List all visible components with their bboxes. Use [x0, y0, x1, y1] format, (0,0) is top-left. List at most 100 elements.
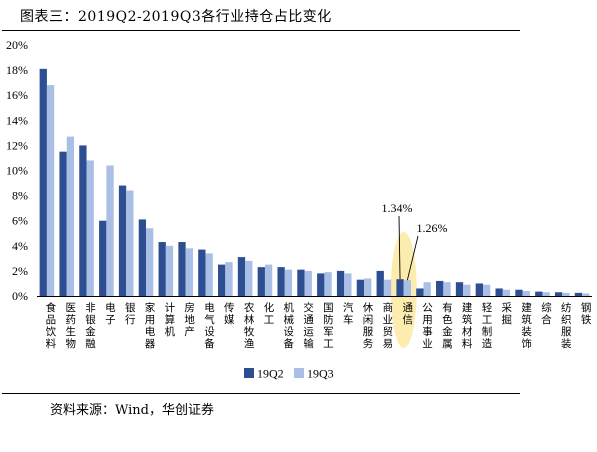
bar-19Q2-13 [297, 269, 305, 296]
bar-19Q2-0 [39, 68, 47, 296]
bar-19Q2-3 [99, 220, 107, 296]
x-tick-label: 房地产 [184, 301, 195, 338]
x-tick-label: 钢铁 [581, 301, 592, 326]
x-tick-label: 建筑装饰 [521, 301, 532, 350]
x-tick-label: 交通运输 [303, 301, 314, 350]
bar-19Q2-15 [336, 270, 345, 296]
x-axis-labels: 食品饮料医药生物非银金融电子银行家用电器计算机房地产电气设备传媒农林牧渔化工机械… [46, 301, 592, 350]
bar-19Q2-22 [475, 283, 483, 296]
y-tick-label: 16% [6, 88, 28, 102]
bar-19Q3-18 [403, 280, 411, 296]
source-rule [2, 393, 520, 394]
bar-19Q3-5 [146, 228, 154, 296]
annotation-label: 1.26% [417, 221, 448, 235]
bar-19Q3-9 [225, 262, 233, 296]
bar-19Q2-5 [138, 219, 147, 296]
bar-19Q3-6 [165, 245, 174, 296]
x-tick-label: 通信 [402, 302, 413, 326]
bar-19Q2-18 [396, 279, 404, 296]
bar-19Q3-26 [562, 292, 570, 296]
y-tick-label: 14% [6, 113, 28, 127]
x-tick-label: 机械设备 [284, 301, 295, 350]
bar-19Q2-4 [118, 185, 127, 296]
annotations: 1.34% 1.26% [382, 201, 448, 281]
bar-19Q3-10 [245, 260, 253, 296]
bar-19Q3-15 [344, 273, 352, 296]
annotation-label: 1.34% [382, 201, 413, 215]
bar-19Q2-14 [317, 273, 325, 296]
bar-19Q2-12 [277, 267, 285, 296]
bar-19Q3-22 [482, 284, 491, 296]
x-tick-label: 家用电器 [145, 301, 156, 350]
y-tick-label: 4% [12, 239, 28, 253]
bar-19Q3-16 [364, 278, 372, 296]
x-tick-label: 医药生物 [65, 302, 76, 350]
bar-19Q3-13 [304, 270, 312, 296]
bar-19Q2-8 [198, 249, 206, 296]
source-note: 资料来源：Wind，华创证券 [50, 403, 214, 418]
x-tick-label: 综合 [541, 301, 552, 326]
bar-19Q2-25 [535, 291, 543, 296]
annotation-leader [406, 235, 419, 281]
y-tick-label: 6% [12, 214, 28, 228]
bar-19Q2-20 [436, 280, 444, 296]
bar-19Q3-8 [205, 253, 213, 296]
x-tick-label: 公用事业 [422, 302, 433, 350]
bar-19Q2-19 [416, 288, 424, 296]
bar-19Q2-10 [237, 257, 246, 296]
bar-19Q2-6 [158, 242, 166, 296]
y-tick-label: 0% [12, 289, 28, 303]
y-tick-label: 18% [6, 63, 28, 77]
y-tick-label: 8% [12, 189, 28, 203]
bar-19Q3-17 [383, 279, 392, 296]
bar-19Q3-14 [324, 272, 332, 296]
bar-19Q3-21 [463, 284, 471, 296]
bar-19Q3-4 [126, 190, 134, 296]
bar-19Q2-21 [455, 282, 464, 296]
bar-19Q2-24 [515, 289, 523, 296]
bar-19Q3-0 [46, 85, 55, 296]
x-tick-label: 有色金属 [442, 301, 453, 350]
x-tick-label: 建筑材料 [462, 301, 473, 350]
bar-19Q3-23 [502, 289, 511, 296]
bar-19Q3-1 [66, 136, 75, 296]
bar-19Q2-26 [554, 292, 563, 296]
x-tick-label: 食品饮料 [46, 301, 57, 350]
x-tick-label: 国防军工 [323, 302, 334, 350]
bar-19Q3-27 [582, 293, 590, 296]
y-tick-label: 2% [12, 264, 28, 278]
x-tick-label: 农林牧渔 [244, 301, 255, 350]
bar-19Q3-19 [423, 282, 431, 296]
bar-19Q3-12 [284, 269, 293, 296]
bars [39, 68, 590, 296]
x-tick-label: 纺织服装 [561, 301, 572, 350]
x-tick-label: 化工 [264, 301, 275, 326]
x-tick-label: 计算机 [165, 301, 176, 338]
x-tick-label: 电气设备 [204, 301, 215, 350]
y-tick-label: 10% [6, 164, 28, 178]
bar-19Q2-23 [495, 288, 503, 296]
x-tick-label: 采掘 [502, 302, 513, 326]
bar-19Q3-2 [86, 160, 94, 296]
bar-19Q3-20 [443, 282, 451, 296]
y-tick-label: 12% [6, 138, 28, 152]
chart-title: 图表三：2019Q2-2019Q3各行业持仓占比变化 [20, 9, 332, 25]
y-tick-label: 20% [6, 38, 28, 52]
bar-19Q2-9 [218, 264, 226, 296]
bar-19Q2-1 [59, 151, 67, 296]
x-tick-label: 商业贸易 [383, 301, 394, 350]
bar-19Q3-11 [264, 264, 273, 296]
bar-19Q2-2 [79, 145, 87, 296]
bar-19Q3-3 [106, 165, 114, 296]
x-tick-label: 银行 [125, 301, 136, 326]
y-axis: 0% 2% 4% 6% 8% 10% 12% 14% 16% 18% 20% [6, 38, 592, 303]
x-tick-label: 非银金融 [85, 302, 96, 350]
x-tick-label: 传媒 [224, 302, 235, 326]
x-tick-label: 休闲服务 [363, 302, 374, 350]
bar-19Q2-17 [376, 270, 384, 296]
bar-19Q3-25 [542, 292, 550, 296]
title-rule [2, 30, 520, 31]
bar-19Q2-27 [574, 292, 583, 296]
annotation-leader [398, 215, 401, 280]
